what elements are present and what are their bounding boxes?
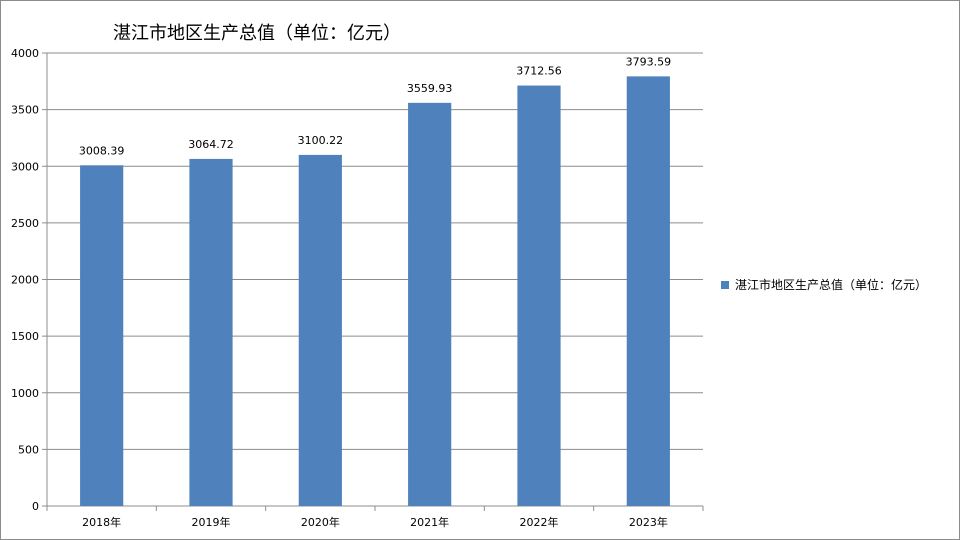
x-tick-label: 2020年 [301, 515, 340, 529]
y-tick-label: 3000 [11, 160, 39, 173]
bar [189, 158, 233, 506]
legend-swatch [721, 280, 729, 289]
data-label: 3008.39 [79, 144, 125, 157]
chart-title: 湛江市地区生产总值（单位：亿元） [113, 23, 401, 44]
x-tick-label: 2018年 [82, 515, 121, 529]
bar [298, 154, 342, 506]
x-tick-label: 2022年 [520, 515, 559, 529]
data-label: 3793.59 [626, 55, 672, 68]
bar [408, 102, 452, 507]
bar [80, 165, 124, 506]
x-tick-label: 2019年 [192, 515, 231, 529]
bar [517, 85, 561, 506]
legend-label: 湛江市地区生产总值（单位：亿元） [735, 278, 928, 292]
data-label: 3712.56 [516, 65, 562, 78]
y-tick-label: 500 [18, 443, 39, 456]
y-tick-label: 2500 [11, 217, 39, 230]
y-tick-label: 3500 [11, 104, 39, 117]
legend: 湛江市地区生产总值（单位：亿元） [721, 276, 927, 293]
bar [626, 76, 670, 507]
y-tick-label: 1500 [11, 330, 39, 343]
x-tick-label: 2021年 [410, 515, 449, 529]
data-label: 3100.22 [298, 134, 344, 147]
y-tick-label: 2000 [11, 274, 39, 287]
y-tick-label: 0 [32, 500, 39, 513]
y-tick-label: 1000 [11, 387, 39, 400]
data-label: 3559.93 [407, 82, 453, 95]
y-tick-label: 4000 [11, 47, 39, 60]
x-tick-label: 2023年 [629, 515, 668, 529]
data-label: 3064.72 [188, 138, 234, 151]
